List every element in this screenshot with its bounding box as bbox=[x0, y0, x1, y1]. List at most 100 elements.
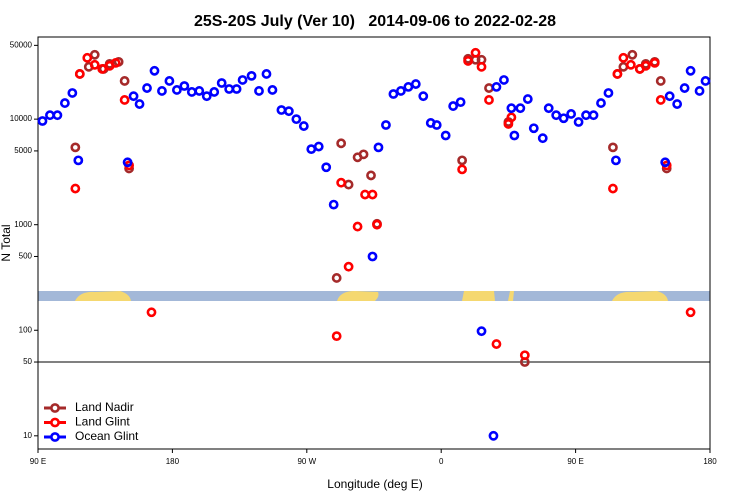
x-axis-label: Longitude (deg E) bbox=[327, 477, 422, 491]
point bbox=[596, 98, 606, 108]
point bbox=[366, 170, 376, 181]
point bbox=[164, 76, 175, 86]
point bbox=[528, 123, 539, 134]
point bbox=[491, 339, 502, 349]
point bbox=[664, 91, 675, 102]
point bbox=[157, 86, 167, 96]
point bbox=[537, 133, 548, 144]
legend-marker bbox=[50, 417, 60, 428]
point bbox=[367, 189, 378, 200]
point bbox=[499, 75, 509, 85]
point bbox=[476, 61, 487, 72]
point bbox=[506, 103, 517, 114]
point bbox=[97, 64, 108, 74]
x-tick-label: 90 W bbox=[297, 457, 316, 466]
land-strip bbox=[462, 291, 495, 301]
point bbox=[519, 350, 530, 361]
point bbox=[331, 331, 342, 342]
point bbox=[431, 120, 442, 130]
point bbox=[672, 99, 683, 109]
point bbox=[209, 87, 220, 97]
point bbox=[603, 88, 614, 98]
point bbox=[336, 177, 347, 188]
point bbox=[612, 69, 623, 79]
point bbox=[611, 155, 621, 166]
point bbox=[52, 110, 63, 121]
point bbox=[70, 183, 81, 194]
point bbox=[440, 130, 451, 141]
point bbox=[70, 142, 81, 153]
point bbox=[331, 273, 342, 283]
y-tick-label: 10 bbox=[23, 431, 32, 440]
y-tick-label: 1000 bbox=[14, 220, 32, 229]
y-tick-label: 50000 bbox=[10, 40, 33, 49]
point bbox=[146, 307, 157, 318]
point bbox=[352, 221, 363, 232]
point bbox=[313, 141, 324, 152]
point bbox=[640, 60, 651, 71]
point bbox=[618, 52, 629, 63]
point bbox=[694, 86, 705, 96]
y-tick-label: 5000 bbox=[14, 146, 32, 155]
point bbox=[119, 95, 130, 105]
point bbox=[700, 76, 711, 86]
point bbox=[237, 75, 248, 85]
point bbox=[410, 79, 421, 89]
point bbox=[506, 112, 517, 123]
point bbox=[484, 95, 494, 105]
x-tick-label: 180 bbox=[166, 457, 180, 466]
point bbox=[142, 83, 152, 93]
point bbox=[179, 81, 190, 91]
point bbox=[358, 149, 369, 160]
legend-label: Ocean Glint bbox=[75, 429, 139, 443]
point bbox=[216, 78, 227, 88]
point bbox=[522, 94, 533, 104]
point bbox=[515, 103, 526, 114]
point bbox=[149, 65, 160, 76]
point bbox=[491, 82, 502, 92]
point bbox=[388, 89, 399, 99]
point bbox=[74, 69, 85, 79]
point bbox=[457, 155, 468, 166]
legend-label: Land Nadir bbox=[75, 400, 134, 414]
point bbox=[588, 110, 599, 121]
y-tick-label: 50 bbox=[23, 357, 32, 366]
point bbox=[73, 155, 84, 166]
x-tick-label: 90 E bbox=[30, 457, 46, 466]
point bbox=[261, 69, 272, 79]
y-axis-label: N Total bbox=[0, 224, 13, 261]
x-tick-label: 180 bbox=[703, 457, 717, 466]
point bbox=[59, 98, 70, 108]
point bbox=[649, 58, 660, 68]
y-tick-label: 500 bbox=[19, 252, 33, 261]
point bbox=[608, 142, 618, 153]
point bbox=[488, 430, 499, 441]
y-tick-label: 100 bbox=[19, 325, 33, 334]
point bbox=[291, 114, 302, 125]
point bbox=[110, 58, 121, 68]
point bbox=[267, 85, 278, 95]
point bbox=[367, 251, 378, 262]
point bbox=[509, 130, 520, 141]
point bbox=[89, 59, 100, 70]
point bbox=[82, 52, 93, 63]
point bbox=[543, 103, 554, 114]
point bbox=[134, 99, 145, 109]
point bbox=[298, 121, 309, 131]
point bbox=[418, 91, 429, 102]
point bbox=[470, 47, 481, 58]
point bbox=[685, 65, 696, 76]
point bbox=[37, 116, 48, 126]
point bbox=[566, 109, 577, 119]
legend-marker bbox=[50, 432, 60, 442]
point bbox=[283, 106, 294, 117]
point bbox=[455, 97, 466, 108]
point bbox=[171, 85, 182, 95]
point bbox=[395, 86, 406, 96]
point bbox=[67, 88, 78, 98]
point bbox=[457, 164, 468, 175]
x-tick-label: 90 E bbox=[567, 457, 583, 466]
point bbox=[448, 101, 459, 111]
plot-frame bbox=[37, 36, 711, 450]
land-strip bbox=[75, 291, 131, 301]
